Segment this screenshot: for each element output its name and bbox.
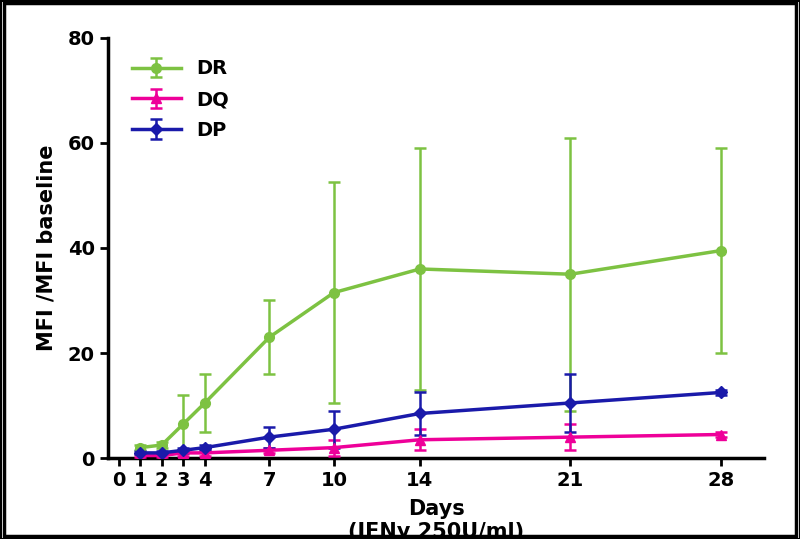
Legend: DR, DQ, DP: DR, DQ, DP [124, 52, 237, 148]
X-axis label: Days
(IFNy 250U/ml): Days (IFNy 250U/ml) [348, 499, 524, 539]
Y-axis label: MFI /MFI baseline: MFI /MFI baseline [37, 144, 57, 351]
